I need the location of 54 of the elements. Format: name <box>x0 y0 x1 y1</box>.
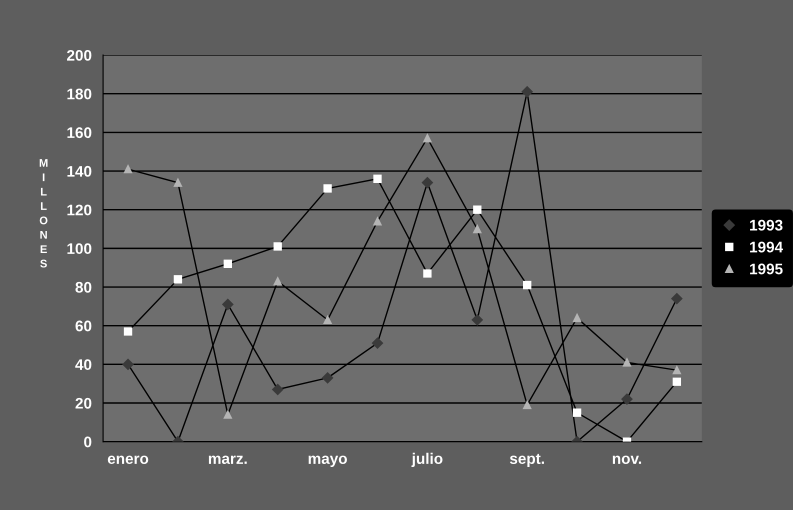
point <box>224 410 232 419</box>
point <box>572 314 582 322</box>
point <box>621 394 633 405</box>
point <box>423 269 432 278</box>
y-tick-label: 200 <box>67 50 92 61</box>
x-tick-label: enero <box>108 456 148 464</box>
point <box>373 174 382 183</box>
legend-label: 1995 <box>750 264 783 274</box>
x-tick-label: julio <box>411 452 442 468</box>
point <box>124 164 132 174</box>
x-tick-label: mayo <box>308 456 347 468</box>
point <box>274 277 282 286</box>
point <box>272 384 284 396</box>
point <box>672 366 682 374</box>
point <box>523 280 532 290</box>
point <box>322 372 334 384</box>
point <box>671 293 682 304</box>
point <box>423 134 432 142</box>
point <box>122 358 134 370</box>
point <box>523 400 532 410</box>
y-tick-label: 180 <box>67 88 92 100</box>
y-tick-label: 140 <box>67 166 92 177</box>
point <box>372 337 384 349</box>
y-tick-label: 0 <box>84 436 92 448</box>
y-tick-label: 80 <box>75 282 92 293</box>
y-tick-label: 40 <box>75 359 92 370</box>
legend-label: 1994 <box>750 242 784 252</box>
point <box>323 184 332 193</box>
x-tick-label: sept. <box>510 454 544 468</box>
y-tick-label: 120 <box>67 204 92 216</box>
point <box>672 378 682 386</box>
point <box>622 358 632 367</box>
x-tick-label: marz. <box>208 456 247 464</box>
point <box>274 242 282 251</box>
y-axis-title: MILLONES <box>40 159 48 268</box>
legend-label: 1993 <box>750 220 783 231</box>
x-tick-label: nov. <box>612 456 642 464</box>
point <box>572 408 582 417</box>
point <box>222 298 234 310</box>
point <box>323 316 332 324</box>
y-tick-label: 60 <box>76 320 92 332</box>
point <box>473 206 482 214</box>
point <box>373 217 382 226</box>
y-tick-label: 100 <box>67 243 92 254</box>
y-tick-label: 160 <box>67 127 92 138</box>
point <box>472 314 483 326</box>
point <box>422 177 433 188</box>
point <box>124 327 132 336</box>
point <box>224 260 232 268</box>
y-tick-label: 20 <box>76 398 92 409</box>
point <box>473 224 482 234</box>
point <box>522 86 533 98</box>
point <box>174 275 182 284</box>
point <box>174 178 182 187</box>
